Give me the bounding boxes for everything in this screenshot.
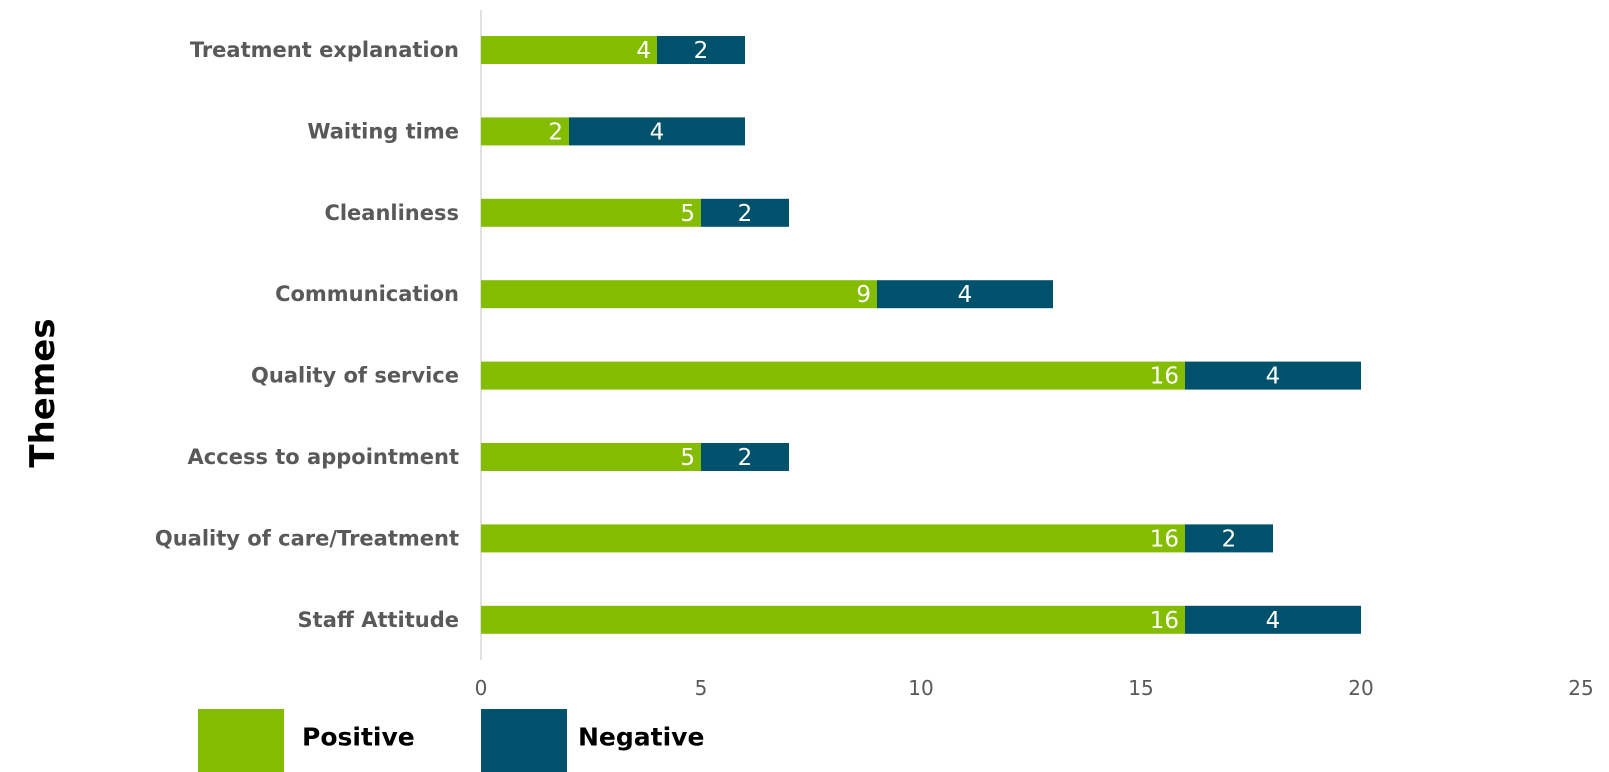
x-tick-label: 15 [1128,676,1153,700]
bar-segment-positive [481,198,701,227]
x-tick-label: 25 [1568,676,1593,700]
category-label: Treatment explanation [190,38,459,62]
x-tick-label: 10 [908,676,933,700]
category-labels: Treatment explanation Waiting time Cleanli… [155,38,459,632]
data-label-negative: 4 [1266,608,1281,634]
legend: Positive Negative [198,709,704,772]
bar-segment-positive [481,117,569,146]
bar-segment-positive [481,36,657,64]
legend-swatch-positive [198,709,284,772]
bar-segment-negative [701,443,789,471]
category-label: Staff Attitude [298,608,459,632]
data-label-negative: 2 [738,445,753,471]
data-label-negative: 4 [1266,364,1281,390]
bar-segment-positive [481,280,877,309]
data-label-positive: 16 [1150,364,1179,390]
data-label-positive: 4 [636,38,651,64]
category-label: Quality of service [251,364,459,388]
bar-segment-positive [481,361,1185,390]
bar-segment-negative [657,36,745,64]
category-label: Communication [275,282,459,306]
legend-swatch-negative [481,709,567,772]
legend-label-positive: Positive [302,723,415,752]
bar-segment-negative [877,280,1053,309]
data-label-negative: 2 [738,201,753,227]
category-label: Waiting time [307,119,459,143]
data-label-negative: 4 [650,119,665,145]
bar-segment-negative [1185,361,1361,390]
x-tick-label: 0 [475,676,488,700]
bars-group: 4 2 2 4 5 2 9 4 16 4 5 2 16 2 16 4 [481,36,1361,634]
data-label-negative: 4 [958,282,973,308]
bar-segment-positive [481,524,1185,553]
bar-segment-negative [1185,605,1361,634]
data-label-positive: 5 [680,445,695,471]
data-label-negative: 2 [1222,526,1237,552]
legend-label-negative: Negative [578,723,704,752]
x-tick-labels: 0 5 10 15 20 25 [475,676,1594,700]
category-label: Access to appointment [188,445,459,469]
x-tick-label: 20 [1348,676,1373,700]
bar-segment-positive [481,443,701,471]
data-label-positive: 16 [1150,526,1179,552]
y-axis-title: Themes [23,318,63,467]
data-label-positive: 16 [1150,608,1179,634]
data-label-negative: 2 [694,38,709,64]
data-label-positive: 9 [856,282,871,308]
category-label: Cleanliness [324,201,459,225]
x-tick-label: 5 [695,676,708,700]
bar-segment-positive [481,605,1185,634]
bar-segment-negative [569,117,745,146]
data-label-positive: 2 [548,119,563,145]
category-label: Quality of care/Treatment [155,526,459,550]
bar-segment-negative [1185,524,1273,553]
data-label-positive: 5 [680,201,695,227]
bar-segment-negative [701,198,789,227]
